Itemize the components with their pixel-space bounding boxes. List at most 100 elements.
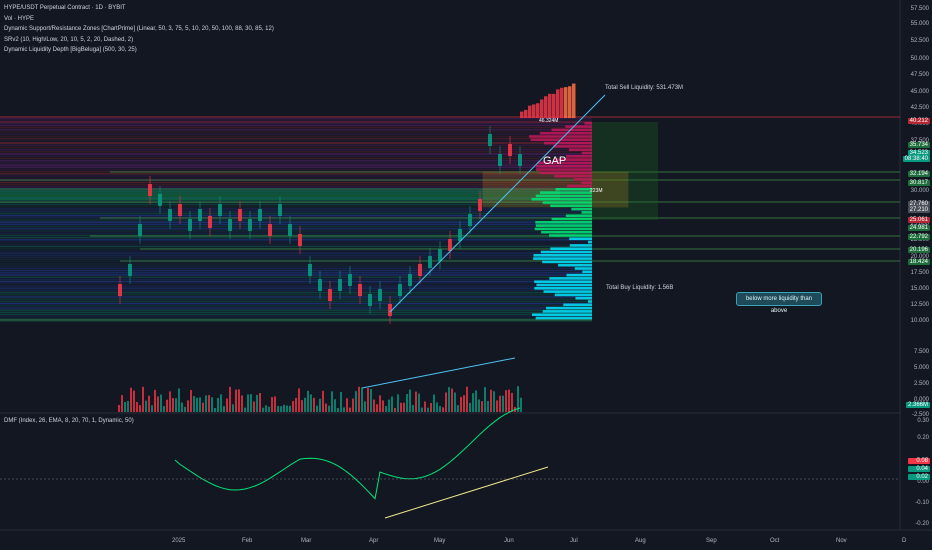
liquidity-profile-bar <box>545 306 592 310</box>
price-tick: 52.500 <box>910 38 929 44</box>
volume-bar <box>229 386 231 412</box>
volume-bar <box>133 390 135 412</box>
liquidity-band <box>0 294 592 296</box>
candle-body <box>158 194 162 206</box>
liquidity-band <box>0 221 592 223</box>
candle-body <box>288 224 292 236</box>
volume-bar <box>190 390 192 412</box>
liquidity-profile-bar <box>550 204 592 208</box>
volume-bar <box>265 405 267 412</box>
liquidity-band <box>0 280 592 283</box>
support-zone <box>0 188 560 200</box>
liquidity-band <box>0 126 592 129</box>
total-buy-liquidity-label: Total Buy Liquidity: 1.56B <box>606 285 674 291</box>
candle-body <box>458 229 462 241</box>
liquidity-band <box>0 118 592 120</box>
volume-bar <box>118 405 120 412</box>
liquidity-band <box>0 252 592 254</box>
candle-body <box>338 279 342 291</box>
dmf-tick: 0.20 <box>917 435 929 441</box>
candle-body <box>498 154 502 166</box>
liquidity-band <box>0 164 592 166</box>
volume-bar <box>250 394 252 412</box>
volume-bar <box>367 388 369 412</box>
volume-bar <box>373 399 375 412</box>
volume-bar <box>259 393 261 412</box>
sell-level-label: 46.324M <box>539 118 559 124</box>
time-axis[interactable]: 2025 Feb Mar Apr May Jun Jul Aug Sep Oct Nov D <box>0 534 906 550</box>
price-tick: 2.500 <box>913 381 929 387</box>
liquidity-band <box>0 197 592 199</box>
volume-bar <box>418 393 420 412</box>
liquidity-profile-bar <box>575 296 592 300</box>
liquidity-profile-bar <box>535 194 592 198</box>
price-badge: 0.04 <box>908 466 930 472</box>
volume-bar <box>253 401 255 412</box>
srv2-legend[interactable]: SRv2 (10, High/Low, 20, 10, 5, 2, 20, Da… <box>4 36 134 43</box>
volume-bar <box>187 400 189 412</box>
volume-bar <box>409 389 411 412</box>
liquidity-band <box>0 140 592 142</box>
volume-bar <box>193 396 195 412</box>
volume-bar <box>136 401 138 412</box>
volume-bar <box>442 407 444 412</box>
volume-trend-arrow <box>361 357 516 389</box>
volume-bar <box>127 400 129 412</box>
liquidity-band <box>0 228 592 230</box>
dmf-trend-line <box>384 466 549 519</box>
candle-body <box>298 234 302 246</box>
uptrend-line <box>389 94 606 313</box>
liquidity-profile-bar <box>535 224 592 227</box>
symbol-title[interactable]: HYPE/USDT Perpetual Contract · 1D · BYBI… <box>4 5 126 11</box>
volume-bar <box>424 401 426 412</box>
candle-body <box>178 204 182 216</box>
volume-bar <box>469 402 471 412</box>
volume-bar <box>214 407 216 412</box>
volume-bar <box>283 404 285 412</box>
price-badge: 27.760 <box>907 201 930 207</box>
sr-zones-legend[interactable]: Dynamic Support/Resistance Zones [ChartP… <box>4 26 274 32</box>
volume-bar <box>508 389 510 412</box>
volume-bar <box>487 401 489 412</box>
liquidity-depth-legend[interactable]: Dynamic Liquidity Depth [BigBeluga] (500… <box>4 47 137 53</box>
liquidity-profile-bar <box>535 221 592 224</box>
liquidity-band <box>0 133 592 135</box>
liquidity-band <box>0 120 592 122</box>
volume-bar <box>130 387 132 412</box>
price-tick: 50.000 <box>910 56 929 62</box>
volume-bar <box>166 399 168 412</box>
volume-bar <box>178 388 180 412</box>
sell-liquidity-bar <box>552 93 556 118</box>
liquidity-band <box>0 135 592 138</box>
mid-level-label: 223M <box>590 188 603 194</box>
price-badge: 32.194 <box>907 171 930 177</box>
liquidity-band <box>0 289 592 292</box>
volume-bar <box>238 389 240 412</box>
volume-bar <box>382 400 384 412</box>
time-tick: Feb <box>242 538 253 544</box>
volume-bar <box>436 402 438 412</box>
price-badge: 0.08 <box>908 458 930 464</box>
volume-bar <box>454 392 456 412</box>
liquidity-band <box>0 258 592 261</box>
price-axis[interactable]: 57.500 55.000 52.500 50.000 47.500 45.000 42.5… <box>900 0 932 530</box>
liquidity-band <box>0 131 592 133</box>
candle-body <box>228 219 232 231</box>
liquidity-band <box>0 137 592 140</box>
volume-bar <box>463 395 465 412</box>
candle-body <box>438 249 442 261</box>
liquidity-band <box>0 316 592 318</box>
volume-legend[interactable]: Vol · HYPE <box>4 15 35 22</box>
liquidity-profile-bar <box>582 270 592 274</box>
liquidity-band <box>0 276 592 278</box>
liquidity-profile-bar <box>567 184 592 188</box>
dmf-legend[interactable]: DMF (Index, 26, EMA, 8, 20, 70, 1, Dynam… <box>4 418 134 424</box>
liquidity-band <box>0 203 592 206</box>
dmf-line <box>174 407 521 500</box>
candle-body <box>248 219 252 231</box>
liquidity-profile-bar <box>554 158 592 161</box>
candle-body <box>128 264 132 276</box>
volume-bar <box>172 398 174 412</box>
sell-liquidity-bar <box>524 109 528 118</box>
